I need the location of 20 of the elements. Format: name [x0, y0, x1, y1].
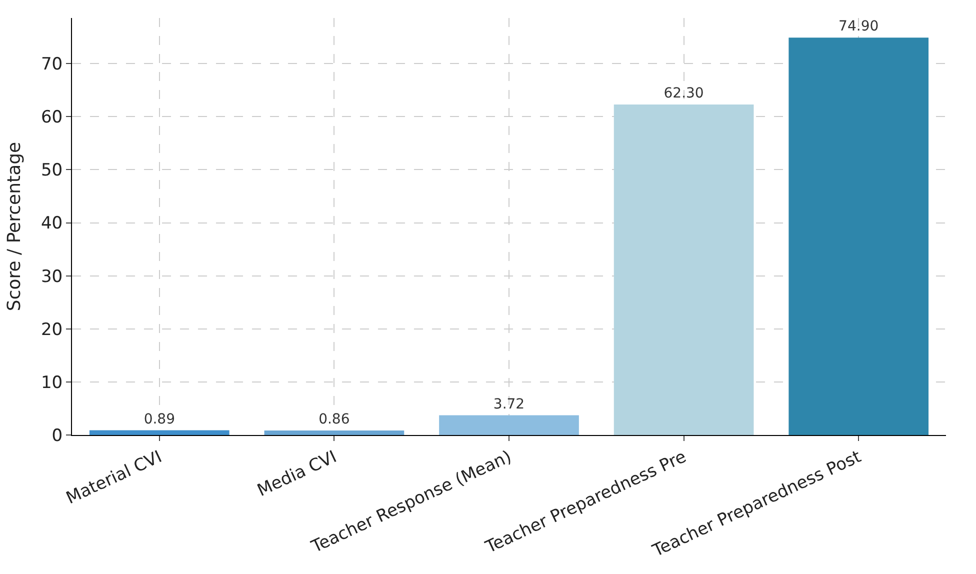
- y-tick-label: 20: [40, 320, 63, 340]
- data-label: 62.30: [664, 85, 704, 102]
- data-label: 3.72: [493, 396, 525, 412]
- bar: [788, 38, 929, 435]
- y-axis-title: Score / Percentage: [4, 142, 26, 312]
- y-tick-label: 60: [40, 108, 63, 128]
- y-tick-label: 0: [52, 426, 63, 446]
- bar: [89, 430, 230, 435]
- y-tick-label: 10: [40, 372, 63, 393]
- y-tick-label: 70: [40, 54, 63, 75]
- bar: [614, 104, 754, 435]
- y-tick-label: 40: [40, 214, 63, 234]
- x-tick-label: Media CVI: [254, 447, 340, 502]
- bar: [264, 430, 404, 435]
- data-label: 74.90: [838, 18, 879, 35]
- y-tick-label: 50: [40, 160, 63, 181]
- y-tick-label: 30: [40, 266, 63, 287]
- data-label: 0.89: [144, 411, 175, 428]
- bar: [439, 415, 579, 435]
- data-label: 0.86: [318, 411, 350, 428]
